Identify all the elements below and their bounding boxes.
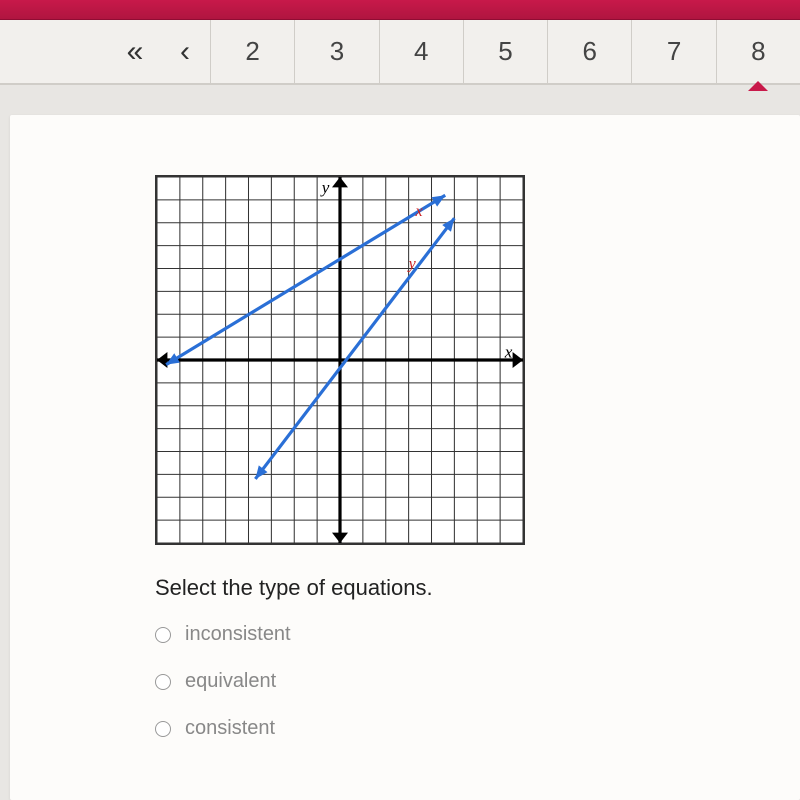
nav-page-8[interactable]: 8 (716, 20, 800, 83)
option-inconsistent[interactable]: inconsistent (155, 623, 800, 646)
content-area: y x x y Select the type of equations. incon… (0, 85, 800, 800)
option-label: inconsistent (185, 623, 291, 646)
nav-page-2[interactable]: 2 (210, 20, 294, 83)
page-navigation: « ‹ 2345678 (0, 20, 800, 85)
nav-prev-icon[interactable]: ‹ (160, 35, 210, 69)
radio-icon[interactable] (155, 627, 171, 643)
nav-page-5[interactable]: 5 (463, 20, 547, 83)
nav-page-6[interactable]: 6 (547, 20, 631, 83)
coordinate-graph: y x x y (155, 175, 525, 545)
nav-page-7[interactable]: 7 (631, 20, 715, 83)
option-equivalent[interactable]: equivalent (155, 670, 800, 693)
radio-icon[interactable] (155, 674, 171, 690)
radio-icon[interactable] (155, 721, 171, 737)
option-label: equivalent (185, 670, 276, 693)
option-consistent[interactable]: consistent (155, 717, 800, 740)
svg-text:y: y (407, 256, 417, 273)
nav-page-list: 2345678 (210, 20, 800, 83)
svg-text:x: x (414, 203, 422, 220)
top-accent-bar (0, 0, 800, 20)
nav-page-3[interactable]: 3 (294, 20, 378, 83)
answer-options: inconsistent equivalent consistent (155, 623, 800, 740)
question-prompt: Select the type of equations. (155, 575, 800, 601)
option-label: consistent (185, 717, 275, 740)
question-panel: y x x y Select the type of equations. incon… (10, 115, 800, 800)
svg-text:x: x (504, 343, 513, 362)
nav-page-4[interactable]: 4 (379, 20, 463, 83)
nav-first-icon[interactable]: « (110, 35, 160, 69)
svg-text:y: y (320, 178, 330, 197)
